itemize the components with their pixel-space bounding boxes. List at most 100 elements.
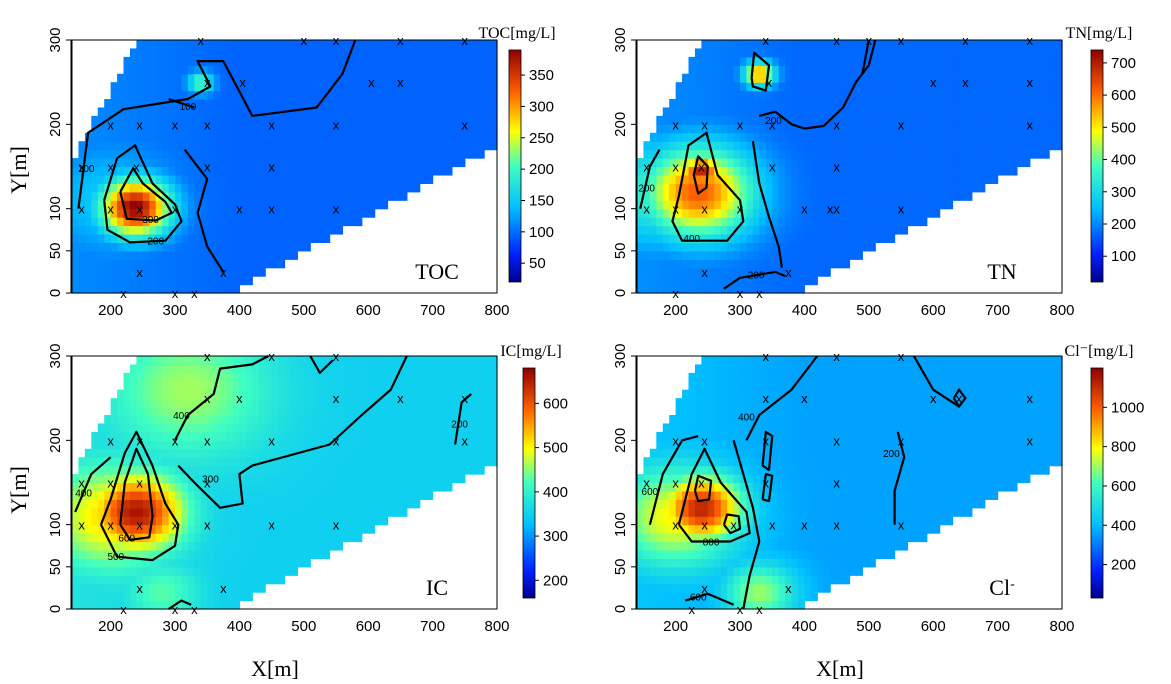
- heat-cell: [239, 107, 247, 117]
- heat-cell: [162, 440, 170, 450]
- heat-cell: [1016, 149, 1024, 159]
- colorbar-tick-label: 250: [529, 130, 554, 147]
- heat-cell: [226, 490, 234, 500]
- heat-cell: [142, 276, 150, 286]
- heat-cell: [104, 233, 112, 243]
- heat-cell: [701, 208, 709, 218]
- heat-cell: [669, 174, 677, 184]
- heat-cell: [791, 65, 799, 75]
- heat-cell: [907, 141, 915, 151]
- heat-cell: [746, 115, 754, 125]
- heat-cell: [875, 65, 883, 75]
- heat-cell: [643, 558, 651, 568]
- heat-cell: [707, 183, 715, 193]
- heat-cell: [200, 381, 208, 391]
- heat-cell: [123, 389, 131, 399]
- heat-cell: [265, 82, 273, 92]
- heat-cell: [129, 448, 137, 458]
- heat-cell: [439, 423, 447, 433]
- heat-cell: [406, 90, 414, 100]
- heat-cell: [849, 191, 857, 201]
- heat-cell: [290, 166, 298, 176]
- heat-cell: [471, 372, 479, 382]
- heat-cell: [342, 533, 350, 543]
- heat-cell: [136, 90, 144, 100]
- heat-cell: [91, 174, 99, 184]
- heat-cell: [471, 141, 479, 151]
- heat-cell: [226, 250, 234, 260]
- heat-cell: [649, 490, 657, 500]
- heat-cell: [714, 115, 722, 125]
- heat-cell: [142, 423, 150, 433]
- heat-cell: [110, 457, 118, 467]
- heat-cell: [181, 200, 189, 210]
- heat-cell: [323, 406, 331, 416]
- heat-cell: [232, 516, 241, 526]
- heat-cell: [226, 558, 234, 568]
- heat-cell: [117, 533, 125, 543]
- heat-cell: [355, 40, 363, 50]
- contour-line: [639, 149, 661, 209]
- heat-cell: [746, 124, 754, 134]
- heat-cell: [997, 158, 1005, 168]
- heat-cell: [162, 174, 170, 184]
- heat-cell: [772, 191, 780, 201]
- heat-cell: [791, 48, 799, 58]
- heat-cell: [297, 65, 305, 75]
- heat-cell: [791, 90, 799, 100]
- heat-cell: [278, 549, 286, 559]
- heat-cell: [1010, 149, 1018, 159]
- heat-cell: [200, 583, 208, 593]
- heat-cell: [149, 107, 157, 117]
- heat-cell: [187, 250, 195, 260]
- x-tick-label: 300: [728, 302, 753, 319]
- heat-cell: [675, 276, 683, 286]
- heat-cell: [110, 276, 118, 286]
- heat-cell: [342, 56, 350, 66]
- heat-cell: [110, 115, 118, 125]
- heat-cell: [368, 507, 376, 517]
- heat-cell: [348, 457, 356, 467]
- heat-cell: [187, 549, 195, 559]
- heat-cell: [675, 115, 683, 125]
- heat-cell: [284, 158, 292, 168]
- heat-cell: [91, 507, 99, 517]
- heat-cell: [348, 115, 356, 125]
- heat-cell: [978, 107, 986, 117]
- heat-cell: [984, 73, 992, 83]
- heat-cell: [181, 141, 189, 151]
- heat-cell: [136, 73, 144, 83]
- heat-cell: [387, 465, 395, 475]
- heat-cell: [252, 406, 260, 416]
- heat-cell: [419, 448, 427, 458]
- heat-cell: [1016, 141, 1024, 151]
- heat-cell: [765, 259, 773, 269]
- heat-cell: [342, 90, 350, 100]
- heat-cell: [207, 242, 215, 252]
- heat-cell: [1049, 124, 1057, 134]
- heat-cell: [207, 141, 215, 151]
- heat-cell: [701, 141, 709, 151]
- heat-cell: [155, 465, 163, 475]
- heat-cell: [984, 166, 992, 176]
- heat-cell: [765, 284, 773, 294]
- heat-cell: [84, 490, 92, 500]
- heat-cell: [406, 99, 414, 109]
- heat-cell: [129, 191, 137, 201]
- heat-cell: [104, 200, 112, 210]
- heat-cell: [855, 242, 863, 252]
- heat-cell: [484, 73, 492, 83]
- heat-cell: [720, 250, 728, 260]
- heat-cell: [348, 415, 356, 425]
- heat-cell: [162, 124, 170, 134]
- heat-cell: [662, 524, 670, 534]
- heat-cell: [303, 90, 311, 100]
- heat-cell: [1004, 158, 1012, 168]
- heat-cell: [843, 225, 851, 235]
- heat-cell: [316, 398, 324, 408]
- heat-cell: [458, 132, 466, 142]
- heat-cell: [84, 541, 92, 551]
- heat-cell: [252, 541, 260, 551]
- heat-cell: [920, 73, 928, 83]
